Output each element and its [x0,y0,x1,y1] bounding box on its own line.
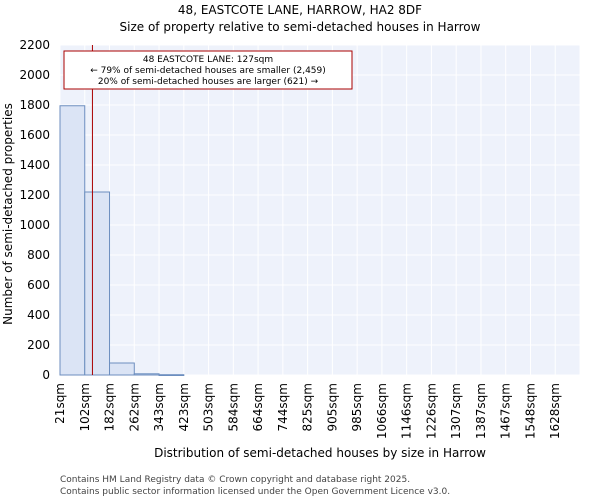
x-tick-label: 1307sqm [449,383,463,439]
annotation-line-1: 48 EASTCOTE LANE: 127sqm [143,55,273,65]
x-tick-label: 503sqm [202,383,216,431]
y-tick-label: 600 [27,278,50,292]
x-tick-labels: 21sqm 102sqm 182sqm 262sqm 343sqm 423sqm 503sq… [53,383,562,439]
x-tick-label: 262sqm [127,383,141,431]
x-tick-label: 1628sqm [548,383,562,439]
footer-line-2: Contains public sector information licen… [60,487,450,497]
x-tick-label: 905sqm [325,383,339,431]
y-tick-label: 1000 [19,218,50,232]
y-tick-label: 0 [42,368,50,382]
annotation-box [63,50,353,90]
x-tick-label: 1146sqm [400,383,414,439]
x-tick-label: 1387sqm [474,383,488,439]
x-axis-label: Distribution of semi-detached houses by … [154,446,486,460]
y-tick-label: 1200 [19,188,50,202]
x-tick-label: 1066sqm [375,383,389,439]
x-tick-label: 343sqm [152,383,166,431]
y-tick-label: 200 [27,338,50,352]
y-tick-label: 800 [27,248,50,262]
y-tick-label: 400 [27,308,50,322]
bar [59,105,86,376]
annotation-line-3: 20% of semi-detached houses are larger (… [98,77,319,87]
x-tick-label: 825sqm [301,383,315,431]
bar [109,362,135,376]
y-tick-label: 1600 [19,128,50,142]
plot-area [60,45,580,375]
x-tick-label: 423sqm [177,383,191,431]
x-tick-label: 1467sqm [499,383,513,439]
y-tick-labels: 0 200 400 600 800 1000 1200 1400 1600 1800 2000 220… [19,38,50,382]
annotation-line-2: ← 79% of semi-detached houses are smalle… [90,66,326,76]
x-tick-label: 664sqm [251,383,265,431]
bars [59,105,185,377]
chart-subtitle: Size of property relative to semi-detach… [120,20,481,34]
bar [133,373,160,376]
bar [158,374,185,377]
x-tick-label: 182sqm [103,383,117,431]
y-tick-label: 2200 [19,38,50,52]
bar [84,191,111,376]
x-tick-label: 744sqm [276,383,290,431]
x-tick-label: 584sqm [226,383,240,431]
x-tick-label: 1226sqm [424,383,438,439]
y-tick-label: 2000 [19,68,50,82]
chart-title: 48, EASTCOTE LANE, HARROW, HA2 8DF [178,3,422,17]
y-tick-label: 1400 [19,158,50,172]
x-tick-label: 102sqm [78,383,92,431]
y-tick-label: 1800 [19,98,50,112]
x-tick-label: 21sqm [53,383,67,424]
y-axis-label: Number of semi-detached properties [1,103,15,325]
x-tick-label: 1548sqm [523,383,537,439]
footer-line-1: Contains HM Land Registry data © Crown c… [60,475,410,485]
x-tick-label: 985sqm [350,383,364,431]
